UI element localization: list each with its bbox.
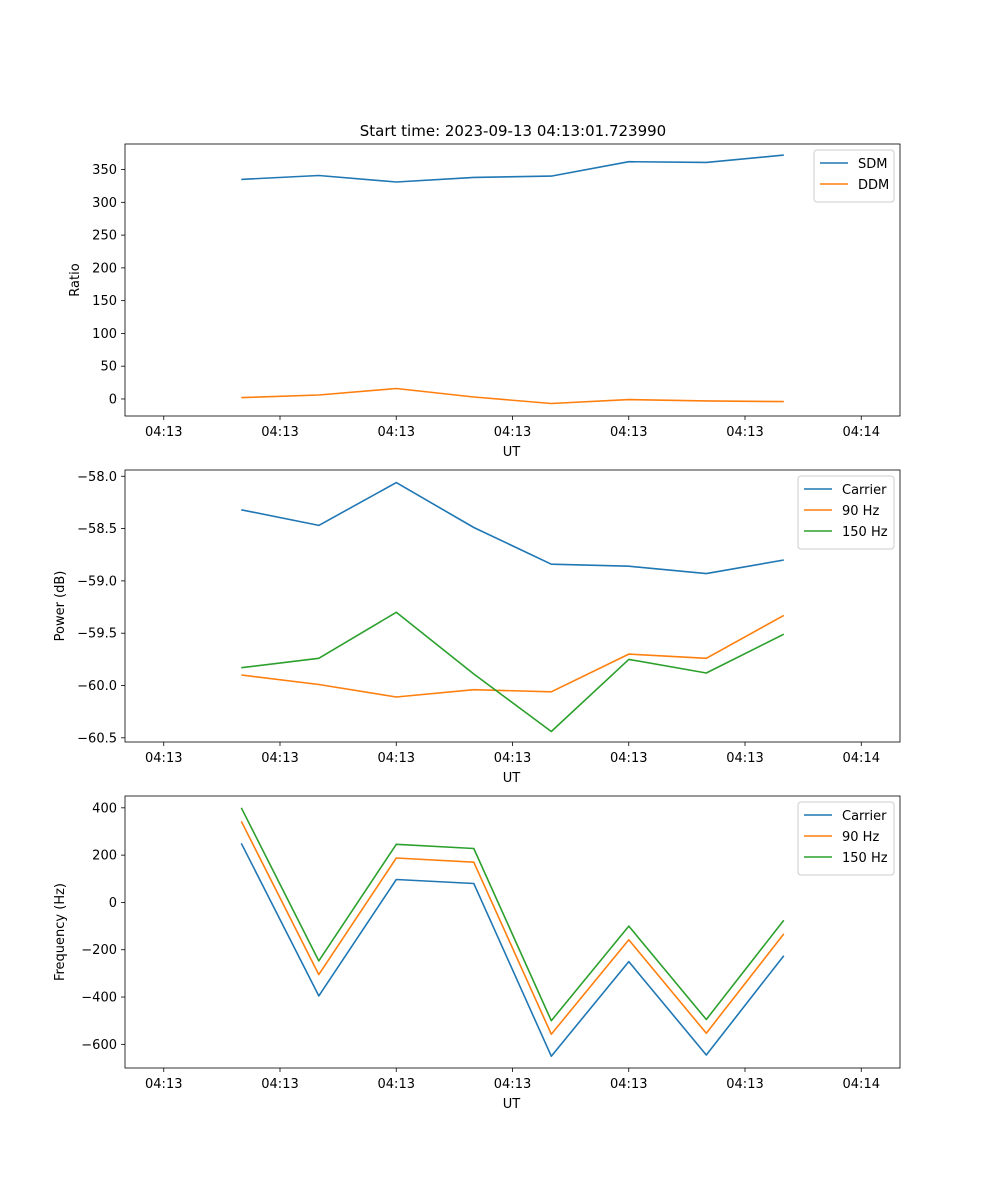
legend-label: 150 Hz [842, 525, 888, 540]
series-line-carrier [241, 481, 784, 575]
x-tick-label: 04:13 [726, 751, 763, 766]
power-panel: 04:13 04:13 04:13 04:13 04:13 04:13 04:14 −58.0… [53, 469, 901, 786]
series-line-90-hz [240, 820, 785, 1035]
y-tick-label: 0 [109, 896, 117, 911]
y-tick-label: −59.0 [77, 574, 117, 589]
y-axis-label: Ratio [68, 263, 83, 296]
x-tick-label: 04:13 [494, 425, 531, 440]
x-tick-label: 04:13 [261, 1077, 298, 1092]
x-tick-label: 04:13 [261, 425, 298, 440]
x-tick-label: 04:13 [610, 1077, 647, 1092]
legend: SDM DDM [813, 149, 895, 203]
axes-frame [124, 795, 901, 1069]
legend: Carrier 90 Hz 150 Hz [797, 475, 895, 550]
x-tick-label: 04:13 [726, 425, 763, 440]
y-tick-label: −200 [81, 943, 117, 958]
x-axis-label: UT [503, 771, 521, 786]
y-tick-label: 200 [92, 261, 117, 276]
y-tick-label: 350 [92, 163, 117, 178]
x-tick-label: 04:13 [378, 1077, 415, 1092]
series-line-150-hz [240, 807, 785, 1022]
legend-label: Carrier [842, 483, 887, 498]
y-tick-label: −600 [81, 1038, 117, 1053]
ratio-panel: 04:13 04:13 04:13 04:13 04:13 04:13 04:14 0 50 10… [68, 143, 901, 460]
y-axis-label: Frequency (Hz) [53, 883, 68, 981]
x-axis-label: UT [503, 445, 521, 460]
y-tick-label: 300 [92, 196, 117, 211]
y-tick-label: 400 [92, 801, 117, 816]
axes-frame [124, 143, 901, 417]
legend-label: SDM [858, 157, 887, 172]
x-tick-label: 04:13 [261, 751, 298, 766]
x-tick-label: 04:13 [726, 1077, 763, 1092]
series-line-150-hz [241, 611, 785, 733]
y-tick-label: −60.0 [77, 679, 117, 694]
x-tick-label: 04:13 [378, 425, 415, 440]
x-tick-label: 04:13 [378, 751, 415, 766]
y-axis-label: Power (dB) [53, 571, 68, 642]
legend-label: 90 Hz [842, 830, 879, 845]
y-tick-label: −58.5 [77, 522, 117, 537]
y-tick-label: 100 [92, 327, 117, 342]
y-tick-label: −58.0 [77, 470, 117, 485]
frequency-panel: 04:13 04:13 04:13 04:13 04:13 04:13 04:14 400 20… [53, 795, 901, 1112]
x-tick-label: 04:13 [145, 1077, 182, 1092]
x-tick-label: 04:14 [843, 1077, 880, 1092]
x-tick-label: 04:13 [494, 1077, 531, 1092]
x-tick-label: 04:13 [145, 751, 182, 766]
axes-frame [124, 469, 901, 743]
x-axis-label: UT [503, 1097, 521, 1112]
y-tick-label: 0 [109, 392, 117, 407]
legend-label: 150 Hz [842, 851, 888, 866]
series-line-carrier [240, 842, 785, 1057]
y-tick-label: 250 [92, 229, 117, 244]
x-tick-label: 04:13 [494, 751, 531, 766]
legend-label: DDM [858, 178, 889, 193]
x-tick-label: 04:13 [145, 425, 182, 440]
series-line-90-hz [241, 614, 785, 698]
y-tick-label: −59.5 [77, 627, 117, 642]
y-tick-label: 50 [100, 360, 117, 375]
x-tick-label: 04:13 [610, 751, 647, 766]
legend-label: 90 Hz [842, 504, 879, 519]
series-line-ddm [241, 387, 784, 405]
figure-title: Start time: 2023-09-13 04:13:01.723990 [360, 122, 666, 140]
y-tick-label: −400 [81, 991, 117, 1006]
legend: Carrier 90 Hz 150 Hz [797, 801, 895, 876]
y-tick-label: −60.5 [77, 731, 117, 746]
series-line-sdm [241, 154, 784, 183]
y-tick-label: 200 [92, 849, 117, 864]
x-tick-label: 04:13 [610, 425, 647, 440]
y-tick-label: 150 [92, 294, 117, 309]
x-tick-label: 04:14 [843, 751, 880, 766]
x-tick-label: 04:14 [843, 425, 880, 440]
legend-label: Carrier [842, 809, 887, 824]
